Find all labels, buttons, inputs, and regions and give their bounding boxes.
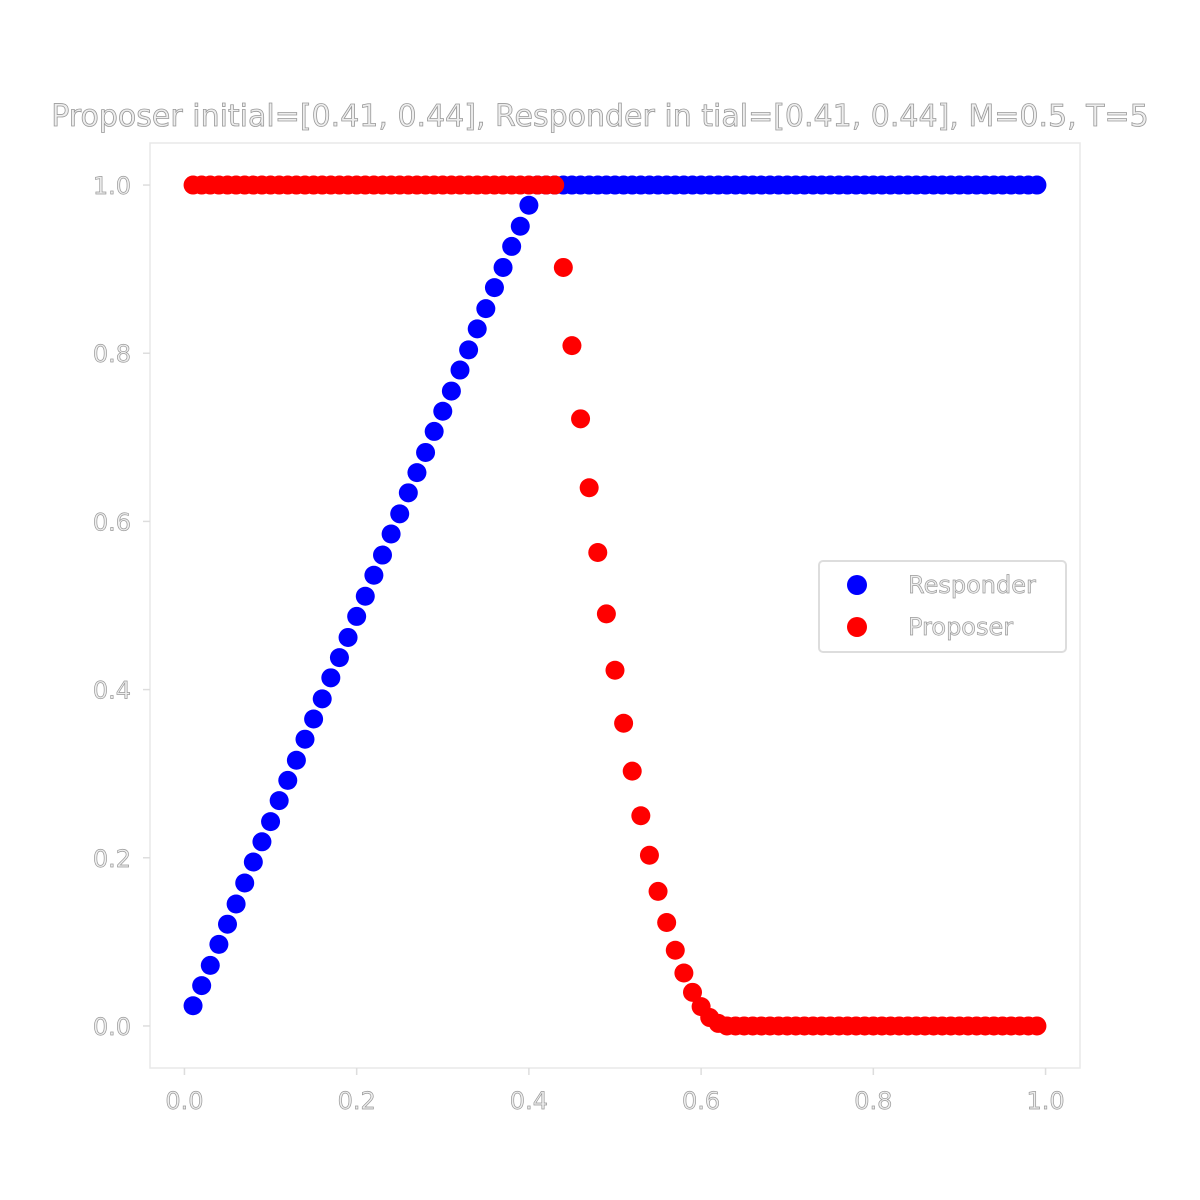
y-tick-label: 0.6 (93, 508, 131, 536)
responder-point (519, 195, 539, 215)
proposer-point (631, 806, 651, 826)
data-points (183, 175, 1047, 1036)
responder-point (329, 648, 349, 668)
responder-point (243, 852, 263, 872)
responder-point (218, 914, 237, 934)
responder-point (424, 421, 444, 441)
y-tick-label: 0.2 (93, 845, 131, 873)
responder-point (312, 689, 332, 709)
series-responder (183, 175, 1047, 1016)
legend-marker-proposer (847, 617, 867, 637)
legend: Responder Proposer (818, 560, 1067, 653)
responder-point (476, 299, 496, 319)
responder-point (441, 381, 461, 401)
legend-marker-responder (847, 575, 867, 595)
proposer-point (683, 982, 702, 1002)
responder-point (183, 996, 203, 1016)
responder-point (416, 442, 436, 462)
responder-point (252, 832, 272, 852)
responder-point (493, 257, 513, 277)
y-tick-label: 0.0 (93, 1013, 131, 1041)
responder-point (338, 627, 358, 647)
responder-point (321, 668, 341, 688)
x-tick-label: 0.8 (854, 1087, 892, 1115)
responder-point (381, 524, 401, 544)
responder-point (304, 709, 324, 729)
x-tick-label: 1.0 (1026, 1087, 1064, 1115)
legend-box (818, 560, 1067, 653)
responder-point (484, 278, 504, 298)
responder-point (467, 319, 487, 339)
series-proposer (183, 175, 1047, 1036)
proposer-point (605, 660, 625, 680)
responder-point (269, 791, 289, 811)
proposer-point (553, 257, 573, 277)
proposer-point (562, 336, 582, 356)
responder-point (1027, 175, 1047, 195)
responder-point (510, 216, 530, 236)
y-tick-label: 1.0 (93, 172, 131, 200)
proposer-point (579, 478, 599, 498)
responder-point (278, 770, 298, 790)
responder-point (398, 483, 418, 503)
proposer-point (639, 845, 659, 865)
x-tick-label: 0.0 (165, 1087, 203, 1115)
legend-label-responder: Responder (908, 571, 1036, 599)
proposer-point (648, 881, 668, 901)
responder-point (355, 586, 375, 606)
proposer-point (614, 713, 634, 733)
proposer-point (596, 604, 616, 624)
responder-point (390, 504, 410, 524)
x-tick-label: 0.6 (682, 1087, 720, 1115)
x-tick-label: 0.4 (510, 1087, 548, 1115)
responder-point (433, 401, 453, 421)
responder-point (373, 545, 392, 565)
responder-point (261, 812, 281, 832)
proposer-point (674, 963, 694, 983)
responder-point (407, 463, 427, 483)
axis-ticks: 0.0 0.2 0.4 0.6 0.8 1.0 0.0 0.2 0.4 0.6 0.8 1.0 (92, 172, 1065, 1116)
proposer-point (665, 940, 685, 960)
responder-point (209, 934, 229, 954)
x-tick-label: 0.2 (338, 1087, 376, 1115)
responder-point (235, 873, 255, 893)
responder-point (450, 360, 470, 380)
responder-point (286, 750, 306, 770)
responder-point (347, 606, 367, 626)
responder-point (295, 729, 315, 749)
proposer-point (657, 913, 677, 933)
chart-title: Proposer initial=[0.41, 0.44], Responder… (51, 99, 1148, 134)
legend-label-proposer: Proposer (908, 613, 1013, 641)
proposer-point (1027, 1016, 1047, 1036)
y-tick-label: 0.4 (93, 677, 131, 705)
responder-point (226, 894, 246, 914)
responder-point (364, 565, 384, 585)
proposer-point (622, 761, 642, 781)
responder-point (459, 340, 479, 360)
responder-point (192, 976, 212, 996)
responder-point (200, 955, 220, 975)
plot-frame (149, 142, 1081, 1069)
responder-point (502, 236, 522, 256)
y-tick-label: 0.8 (93, 340, 131, 368)
proposer-point (588, 543, 608, 563)
proposer-point (571, 409, 591, 429)
proposer-point (545, 175, 565, 195)
